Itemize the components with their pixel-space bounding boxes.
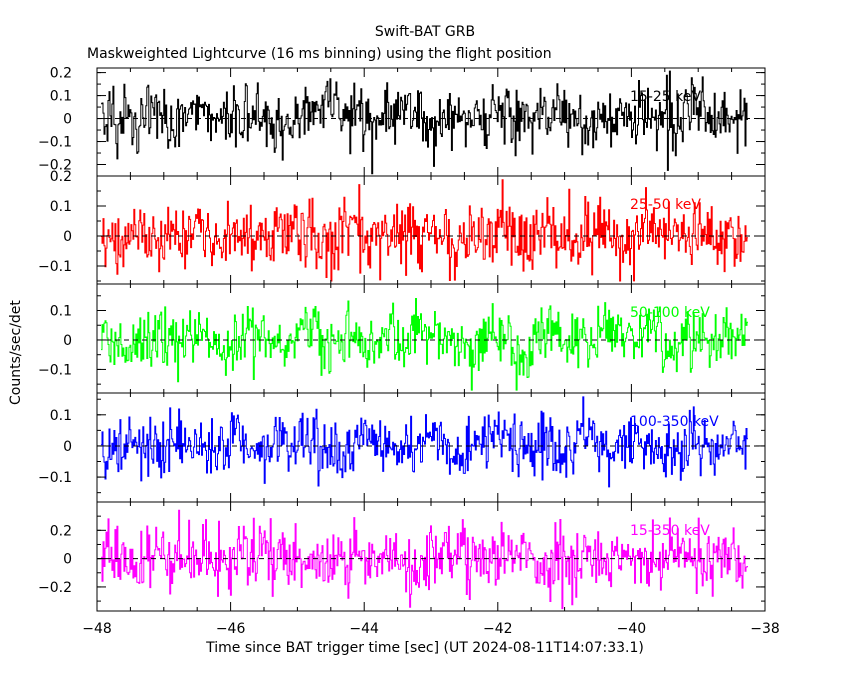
y-tick-label-15-350-kev: 0: [63, 552, 72, 568]
y-tick-label-25-50-kev: −0.1: [38, 259, 72, 275]
y-tick-label-15-25-kev: 0: [63, 112, 72, 128]
series-line-100-350-kev: [101, 396, 748, 488]
y-tick-label-25-50-kev: 0.1: [50, 199, 72, 215]
band-label-15-25-kev: 15-25 keV: [630, 89, 701, 105]
chart-title: Swift-BAT GRB: [374, 24, 476, 40]
x-tick-label: −48: [82, 621, 112, 637]
y-tick-label-25-50-kev: 0.2: [50, 169, 72, 185]
x-tick-label: −38: [750, 621, 780, 637]
x-axis-label: Time since BAT trigger time [sec] (UT 20…: [206, 640, 644, 656]
x-tick-label: −46: [216, 621, 246, 637]
chart-subtitle: Maskweighted Lightcurve (16 ms binning) …: [87, 46, 552, 62]
panel-frame-15-350-kev: [96, 501, 766, 612]
y-tick-label-25-50-kev: 0: [63, 229, 72, 245]
y-tick-label-15-25-kev: 0.2: [50, 66, 72, 82]
x-tick-label: −42: [483, 621, 513, 637]
y-tick-label-100-350-kev: 0: [63, 439, 72, 455]
y-tick-label-100-350-kev: 0.1: [50, 408, 72, 424]
series-line-15-350-kev: [101, 509, 748, 610]
band-label-100-350-kev: 100-350 keV: [630, 414, 719, 430]
y-tick-label-15-350-kev: 0.2: [50, 523, 72, 539]
y-tick-label-15-25-kev: −0.2: [38, 158, 72, 174]
panel-frame-100-350-kev: [96, 392, 766, 503]
y-tick-label-50-100-kev: 0.1: [50, 304, 72, 320]
y-tick-label-15-25-kev: −0.1: [38, 135, 72, 151]
y-tick-label-50-100-kev: 0: [63, 333, 72, 349]
x-tick-label: −44: [349, 621, 379, 637]
y-tick-label-15-25-kev: 0.1: [50, 89, 72, 105]
series-line-50-100-kev: [101, 298, 748, 391]
band-label-50-100-kev: 50-100 keV: [630, 305, 710, 321]
x-tick-label: −40: [617, 621, 647, 637]
y-tick-label-15-350-kev: −0.2: [38, 580, 72, 596]
band-label-25-50-kev: 25-50 keV: [630, 197, 701, 213]
series-line-15-25-kev: [101, 70, 748, 175]
y-axis-label: Counts/sec/det: [8, 300, 24, 405]
y-tick-label-50-100-kev: −0.1: [38, 362, 72, 378]
y-tick-label-100-350-kev: −0.1: [38, 470, 72, 486]
band-label-15-350-kev: 15-350 keV: [630, 523, 710, 539]
series-line-25-50-kev: [101, 179, 748, 282]
